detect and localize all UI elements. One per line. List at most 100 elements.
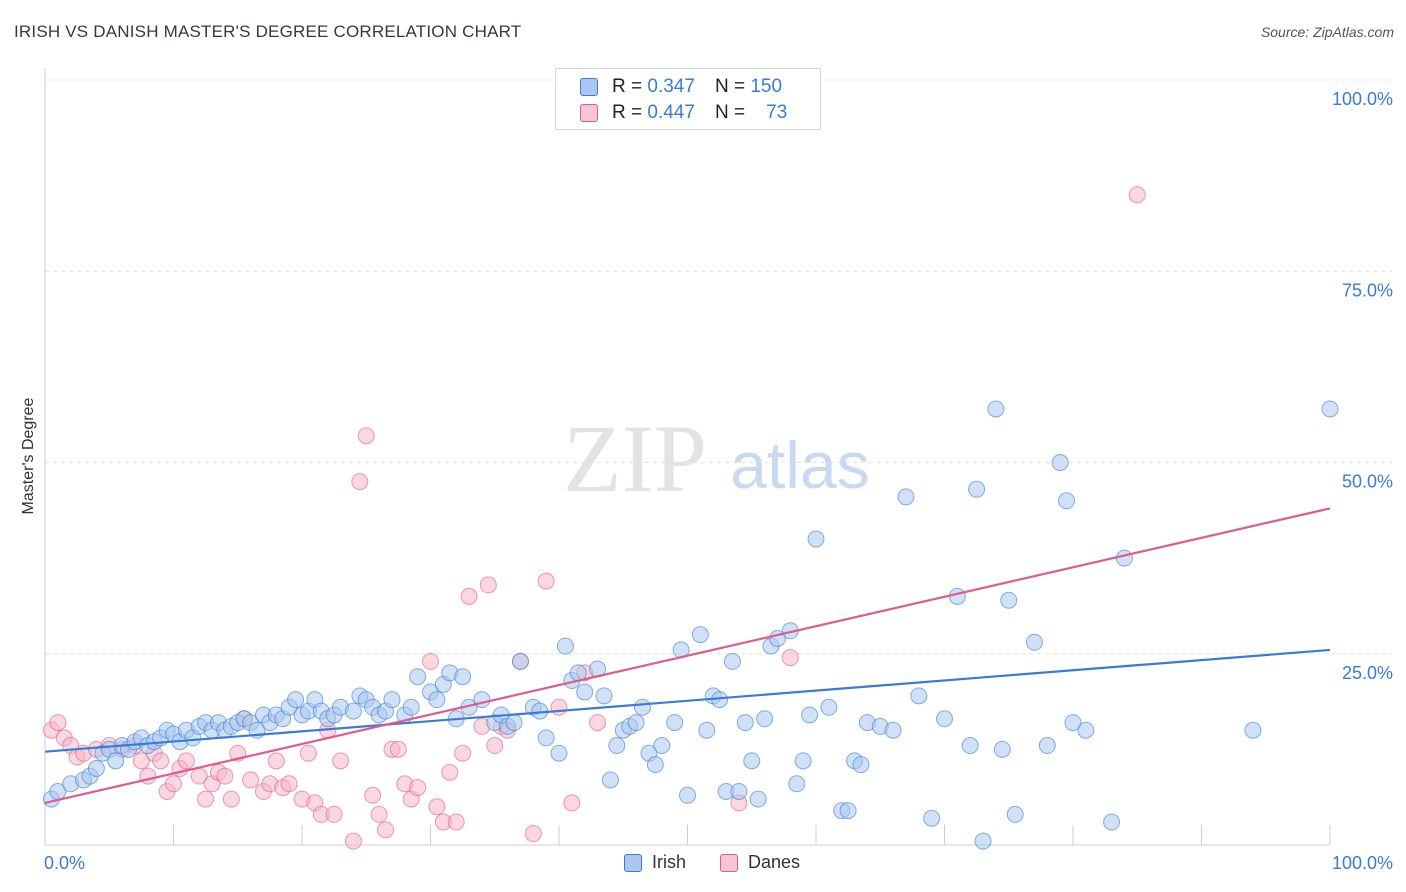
danes-point (460, 587, 478, 605)
watermark-zip: ZIP (563, 405, 707, 512)
x-tick-label: 0.0% (44, 853, 85, 873)
irish-point (1051, 454, 1069, 471)
danes-n-label: N = (714, 102, 746, 123)
irish-point (1244, 721, 1262, 739)
danes-swatch (580, 104, 598, 122)
irish-point (1115, 549, 1133, 567)
danes-point (377, 821, 395, 839)
danes-point (537, 572, 555, 590)
irish-point (723, 652, 741, 670)
irish-point (595, 687, 613, 705)
irish-point (454, 668, 472, 686)
irish-point (1058, 492, 1076, 510)
watermark-atlas: atlas (730, 428, 869, 502)
trend-lines (44, 507, 1331, 804)
irish-point (550, 744, 568, 762)
irish-point (743, 752, 761, 770)
irish-point (679, 786, 696, 804)
x-tick-label: 100.0% (1332, 853, 1393, 873)
danes-point (197, 790, 215, 808)
irish-point (505, 714, 523, 732)
legend-box: R = 0.347 N = 150 R = 0.447 N = 73 (555, 68, 821, 130)
danes-point (177, 752, 195, 770)
irish-points (42, 400, 1339, 850)
danes-point (152, 752, 170, 770)
danes-legend-swatch (720, 853, 739, 872)
danes-point (486, 737, 504, 755)
irish-point (107, 752, 125, 770)
irish-point (923, 809, 941, 827)
irish-point (646, 756, 664, 774)
y-tick-label: 50.0% (1342, 472, 1393, 492)
irish-point (666, 714, 684, 732)
danes-point (280, 775, 298, 793)
irish-point (1103, 813, 1121, 831)
irish-trend-line (44, 648, 1331, 753)
irish-point (961, 737, 979, 755)
irish-r-value: 0.347 (647, 76, 695, 97)
irish-point (1025, 633, 1043, 651)
danes-point (447, 813, 465, 831)
y-tick-label: 75.0% (1342, 280, 1393, 300)
legend-row-danes: R = 0.447 N = 73 (580, 101, 787, 125)
legend-row-irish: R = 0.347 N = 150 (580, 75, 782, 99)
irish-point (820, 698, 838, 716)
irish-point (608, 737, 626, 755)
danes-trend-line (44, 507, 1331, 804)
danes-point (267, 752, 285, 770)
danes-n-value: 73 (766, 102, 788, 123)
irish-point (537, 729, 555, 747)
irish-point (87, 760, 105, 777)
danes-point (1128, 186, 1146, 204)
y-tick-label: 100.0% (1332, 89, 1393, 109)
irish-point (736, 714, 754, 732)
tick-labels: 25.0% 50.0% 75.0% 100.0% 0.0% 100.0% (44, 89, 1393, 873)
irish-point (756, 710, 774, 728)
irish-legend-swatch (624, 853, 642, 872)
irish-point (402, 698, 420, 716)
danes-point (49, 714, 67, 732)
irish-point (634, 698, 652, 716)
irish-point (987, 400, 1005, 418)
danes-point (165, 775, 182, 793)
irish-n-value: 150 (750, 76, 783, 97)
irish-point (749, 790, 767, 808)
danes-point (242, 771, 260, 789)
irish-point (1038, 737, 1056, 755)
irish-point (601, 771, 619, 789)
irish-point (910, 687, 928, 705)
danes-point (357, 427, 375, 445)
danes-point (332, 752, 350, 770)
irish-point (473, 691, 491, 709)
y-tick-label: 25.0% (1342, 663, 1393, 683)
irish-point (287, 691, 305, 709)
danes-point (351, 473, 369, 491)
irish-point (383, 691, 401, 709)
irish-point (788, 775, 806, 793)
irish-point (576, 683, 594, 701)
irish-point (839, 802, 857, 820)
irish-point (653, 737, 671, 755)
danes-point (389, 740, 407, 758)
danes-point (781, 649, 799, 667)
danes-point (422, 652, 439, 670)
irish-point (428, 691, 446, 709)
danes-point (325, 805, 343, 823)
bottom-legend: Irish Danes (624, 852, 834, 873)
irish-point (974, 832, 992, 850)
irish-point (993, 740, 1011, 758)
danes-point (409, 779, 427, 797)
irish-r-label: R = (612, 76, 643, 97)
irish-point (936, 710, 953, 728)
danes-point (428, 798, 446, 816)
irish-point (730, 782, 748, 800)
irish-swatch (580, 78, 598, 96)
irish-point (1064, 714, 1082, 732)
irish-legend-label: Irish (652, 852, 687, 872)
irish-point (807, 530, 825, 548)
irish-point (852, 756, 870, 774)
danes-point (441, 763, 459, 781)
danes-point (364, 786, 382, 804)
danes-points (42, 186, 1146, 850)
